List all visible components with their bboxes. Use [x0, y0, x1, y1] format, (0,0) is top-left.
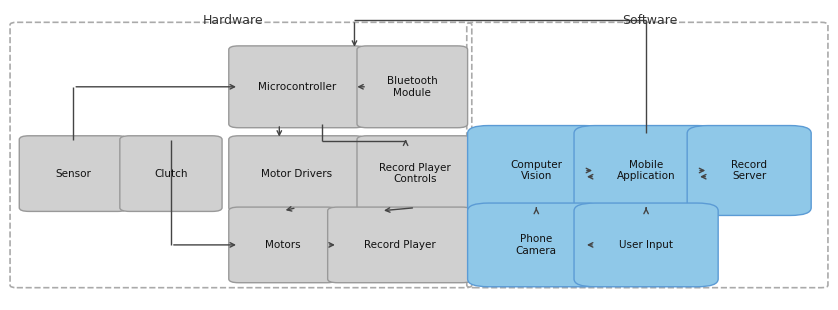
FancyBboxPatch shape — [687, 126, 811, 215]
Text: Phone
Camera: Phone Camera — [516, 234, 556, 256]
Text: Microcontroller: Microcontroller — [257, 82, 336, 92]
Text: Hardware: Hardware — [203, 14, 263, 27]
Text: Record Player: Record Player — [364, 240, 436, 250]
Text: Motors: Motors — [265, 240, 301, 250]
Text: Sensor: Sensor — [55, 169, 91, 179]
FancyBboxPatch shape — [468, 126, 605, 215]
FancyBboxPatch shape — [229, 46, 365, 128]
Text: Bluetooth
Module: Bluetooth Module — [387, 76, 437, 98]
Text: User Input: User Input — [619, 240, 673, 250]
Text: Computer
Vision: Computer Vision — [510, 160, 562, 181]
FancyBboxPatch shape — [357, 46, 468, 128]
FancyBboxPatch shape — [229, 207, 337, 283]
Text: Record
Server: Record Server — [732, 160, 767, 181]
FancyBboxPatch shape — [468, 203, 605, 287]
FancyBboxPatch shape — [574, 203, 718, 287]
Text: Mobile
Application: Mobile Application — [617, 160, 675, 181]
Text: Software: Software — [622, 14, 677, 27]
FancyBboxPatch shape — [120, 136, 222, 211]
FancyBboxPatch shape — [328, 207, 472, 283]
FancyBboxPatch shape — [574, 126, 718, 215]
Text: Clutch: Clutch — [154, 169, 188, 179]
FancyBboxPatch shape — [19, 136, 127, 211]
FancyBboxPatch shape — [229, 136, 365, 211]
Text: Record Player
Controls: Record Player Controls — [380, 163, 451, 184]
FancyBboxPatch shape — [357, 136, 473, 211]
Text: Motor Drivers: Motor Drivers — [261, 169, 332, 179]
